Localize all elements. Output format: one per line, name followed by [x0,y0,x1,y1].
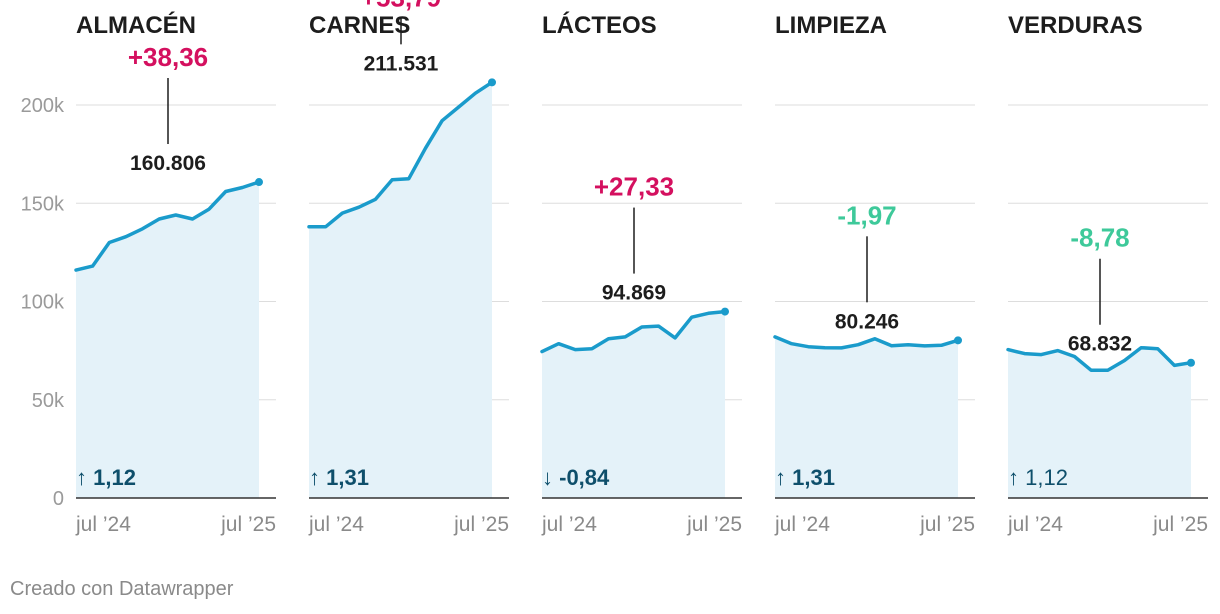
series-line [540,309,727,354]
x-tick-label: jul ’24 [1007,513,1063,536]
change-label: -8,78 [1070,223,1129,253]
series-line [74,180,261,272]
series-area [542,311,725,498]
change-label: +53,79 [361,0,441,12]
panel-title: LIMPIEZA [775,12,887,39]
series-line [307,80,494,229]
y-tick-label: 200k [21,95,65,117]
x-tick-label: jul ’25 [1152,513,1208,536]
y-tick-label: 50k [32,390,65,412]
series-line [1006,345,1193,373]
last-value-label: 68.832 [1068,333,1132,356]
x-tick-label: jul ’24 [75,513,131,536]
trend-label: ↑ 1,12 [1008,465,1068,490]
y-tick-label: 100k [21,292,65,314]
x-tick-label: jul ’24 [308,513,364,536]
trend-label: ↑ 1,12 [76,465,136,490]
x-tick-label: jul ’25 [686,513,742,536]
x-tick-label: jul ’24 [541,513,597,536]
x-tick-label: jul ’25 [453,513,509,536]
x-tick-label: jul ’25 [919,513,975,536]
trend-label: ↑ 1,31 [309,465,369,490]
series-area [775,336,958,498]
last-value-label: 211.531 [364,52,439,75]
footer-credit: Creado con Datawrapper [10,578,234,600]
series-area [1008,347,1191,498]
end-point-marker [954,336,962,345]
series-line [773,335,960,350]
panel-title: ALMACÉN [76,11,196,39]
change-label: +38,36 [128,42,208,72]
series-area [309,82,492,499]
end-point-marker [488,78,496,87]
end-point-marker [1187,358,1195,367]
y-tick-label: 150k [21,193,65,215]
change-label: +27,33 [594,172,674,202]
panel-title: VERDURAS [1008,12,1143,39]
trend-label: ↓ -0,84 [542,465,610,490]
y-tick-label: 0 [53,488,64,510]
change-label: -1,97 [837,200,896,230]
last-value-label: 160.806 [130,152,206,175]
end-point-marker [721,307,729,316]
panel-title: CARNES [309,12,410,39]
last-value-label: 94.869 [602,282,666,305]
x-tick-label: jul ’24 [774,513,830,536]
end-point-marker [255,178,263,187]
last-value-label: 80.246 [835,310,899,333]
series-area [76,182,259,498]
x-tick-label: jul ’25 [220,513,276,536]
panel-title: LÁCTEOS [542,11,657,39]
trend-label: ↑ 1,31 [775,465,835,490]
